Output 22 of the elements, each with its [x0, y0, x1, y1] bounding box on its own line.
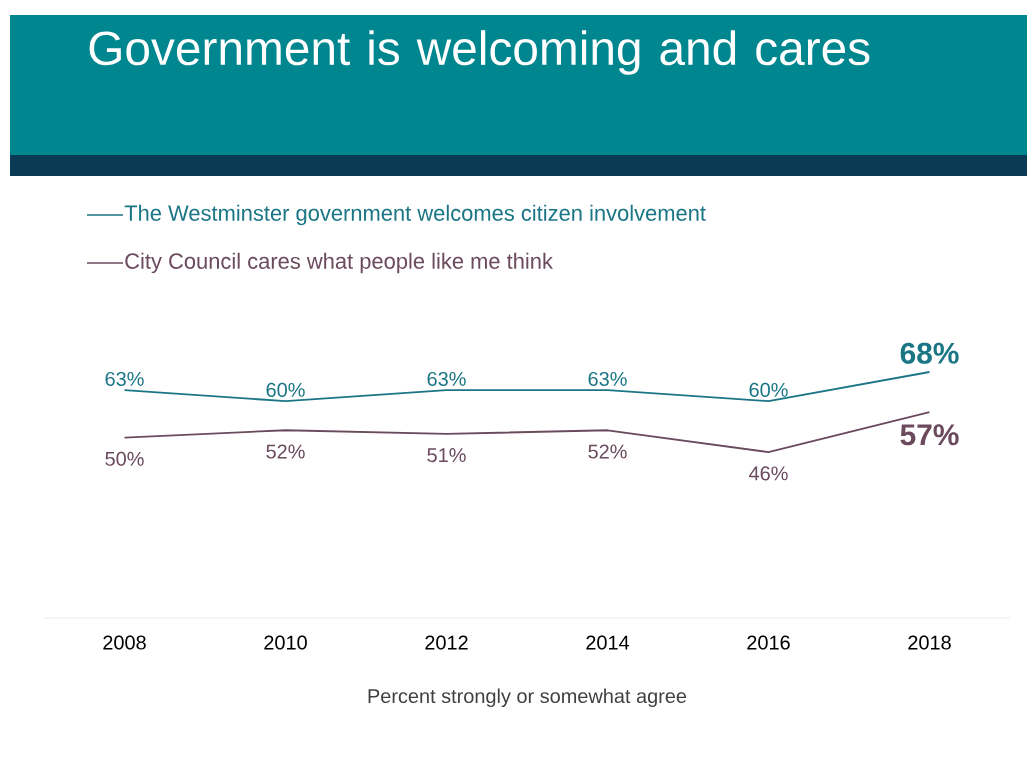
x-tick-label: 2016: [747, 635, 790, 650]
x-tick-label: 2012: [425, 635, 468, 650]
x-tick-label: 2008: [103, 635, 146, 650]
data-label: 46%: [749, 466, 788, 481]
data-label: 51%: [427, 448, 466, 463]
x-tick-label: 2018: [908, 635, 951, 650]
chart-title: Government is welcoming and cares: [89, 30, 870, 75]
data-label: 63%: [105, 371, 144, 386]
data-label: 63%: [427, 371, 466, 386]
legend-label: City Council cares what people like me think: [125, 252, 553, 274]
data-label: 60%: [266, 382, 305, 397]
data-label: 60%: [749, 382, 788, 397]
data-label: 57%: [900, 424, 959, 446]
data-label: 52%: [266, 444, 305, 459]
data-label: 68%: [900, 342, 959, 364]
legend-label: The Westminster government welcomes citizen involvement: [124, 204, 706, 226]
data-label: 63%: [588, 371, 627, 386]
data-label: 52%: [588, 444, 627, 459]
x-tick-label: 2014: [586, 635, 630, 650]
x-tick-label: 2010: [264, 635, 307, 650]
data-label: 50%: [105, 451, 144, 466]
x-axis-title: Percent strongly or somewhat agree: [368, 688, 687, 708]
